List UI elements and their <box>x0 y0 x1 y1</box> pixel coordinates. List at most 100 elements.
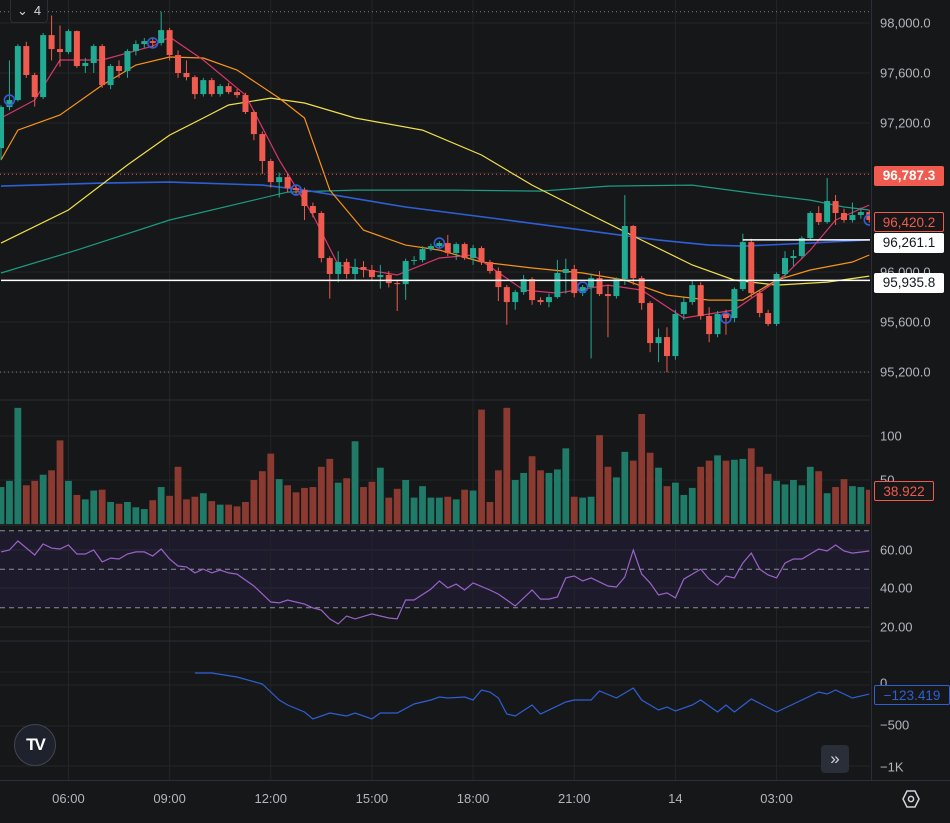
candle-body <box>461 244 468 259</box>
high-price-tag: 96,787.3 <box>874 166 944 186</box>
candle-body <box>520 279 527 293</box>
candle-body <box>250 112 257 135</box>
volume-bar <box>14 407 22 524</box>
tradingview-logo[interactable]: TV <box>14 724 56 766</box>
settings-button[interactable] <box>900 788 922 810</box>
candle-body <box>132 44 139 52</box>
volume-bar <box>385 497 393 524</box>
candle-body <box>6 100 13 108</box>
candle-body <box>815 213 822 223</box>
volume-bar <box>486 502 494 524</box>
volume-bar <box>225 504 233 524</box>
oscillator-tag: −123.419 <box>874 685 950 705</box>
volume-bar <box>537 470 544 524</box>
candle-body <box>57 49 64 53</box>
candle-body <box>470 248 477 259</box>
volume-bar <box>233 506 241 524</box>
volume-bar <box>65 480 72 524</box>
candle-body <box>82 63 89 67</box>
volume-bar <box>419 486 426 524</box>
candle-body <box>377 274 384 278</box>
candle-body <box>807 213 814 239</box>
volume-bar <box>149 500 157 524</box>
volume-bar <box>73 494 81 524</box>
volume-bar <box>790 480 797 524</box>
volume-bar <box>115 503 123 524</box>
volume-bar <box>773 480 780 524</box>
candle-body <box>183 73 190 78</box>
price-axis[interactable]: 98,000.0 97,600.0 97,200.0 96,000.0 95,6… <box>871 0 950 780</box>
volume-bar <box>604 466 612 524</box>
volume-bar <box>368 481 376 524</box>
volume-bar <box>469 490 477 524</box>
candle-body <box>841 213 847 221</box>
volume-bar <box>722 460 730 524</box>
candle-body <box>562 269 569 273</box>
volume-bar <box>478 409 485 524</box>
collapse-indicators-button[interactable]: ⌄ 4 <box>10 0 49 23</box>
candle-body <box>663 337 670 357</box>
volume-bar <box>688 487 696 524</box>
volume-bar <box>183 499 190 524</box>
candle-body <box>512 292 519 303</box>
candle-body <box>124 51 131 72</box>
volume-bar <box>579 497 587 524</box>
candle-body <box>714 314 721 335</box>
volume-bar <box>174 466 182 524</box>
volume-bar <box>528 456 536 524</box>
moving-average-line <box>0 56 870 301</box>
candle-body <box>141 41 148 45</box>
volume-bar <box>309 487 317 524</box>
volume-bar <box>840 479 848 524</box>
volume-bar <box>764 473 772 524</box>
volume-bar <box>376 467 384 524</box>
volume-bar <box>124 502 131 524</box>
volume-bar <box>191 496 199 524</box>
candle-body <box>318 213 325 259</box>
price-tick: 95,600.0 <box>880 314 931 330</box>
candle-body <box>217 86 224 95</box>
candle-body <box>731 289 738 319</box>
volume-bar <box>596 435 603 524</box>
candle-body <box>411 260 418 262</box>
candle-body <box>756 293 763 314</box>
candle-body <box>259 134 266 162</box>
candle-body <box>655 337 662 344</box>
volume-bar <box>444 496 452 524</box>
scroll-to-realtime-button[interactable]: » <box>821 745 849 773</box>
candle-body <box>368 270 375 278</box>
candle-body <box>343 262 350 274</box>
volume-bar <box>823 493 831 524</box>
candle-body <box>360 267 367 271</box>
time-label: 14 <box>668 791 683 806</box>
volume-bar <box>587 496 595 524</box>
volume-bar <box>275 479 283 524</box>
osc-tick: 0 <box>880 675 888 691</box>
candle-body <box>242 95 249 113</box>
price-tick: 97,200.0 <box>880 115 931 131</box>
volume-bar <box>48 470 55 524</box>
signal-marker <box>290 184 302 196</box>
candle-body <box>0 107 4 149</box>
volume-bar <box>208 501 216 524</box>
candle-body <box>40 35 47 98</box>
candle-body <box>545 297 552 303</box>
volume-bar <box>343 478 351 524</box>
candle-body <box>486 262 493 272</box>
volume-bar <box>140 509 148 524</box>
price-tick: 98,000.0 <box>880 15 931 31</box>
volume-bar <box>461 489 469 524</box>
candle-body <box>824 201 831 223</box>
candle-body <box>65 31 72 53</box>
candle-body <box>638 278 645 304</box>
candle-body <box>284 177 291 189</box>
volume-bar <box>705 460 713 524</box>
candle-body <box>529 279 536 301</box>
chart-canvas[interactable] <box>0 0 870 780</box>
candle-body <box>23 46 30 75</box>
candle-body <box>166 30 173 56</box>
volume-bar <box>393 488 401 524</box>
volume-bar <box>39 474 47 524</box>
time-axis[interactable]: 06:00 09:00 12:00 15:00 18:00 21:00 14 03:00 <box>0 780 950 823</box>
candle-body <box>604 294 611 297</box>
